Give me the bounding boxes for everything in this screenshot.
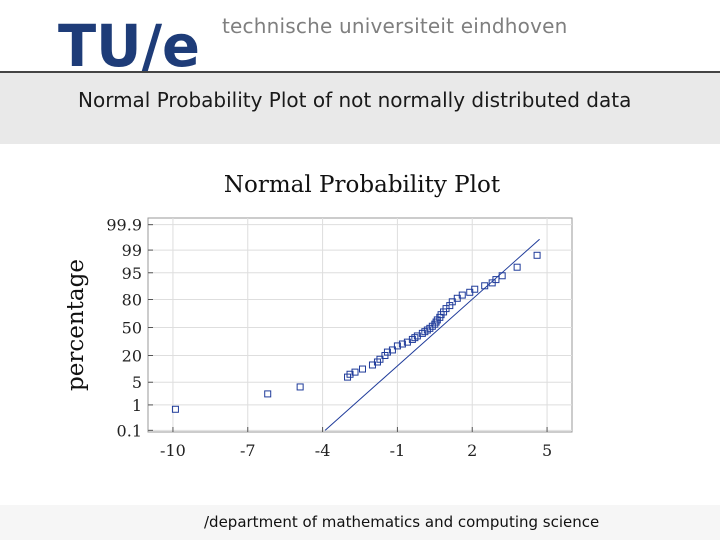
data-point xyxy=(448,298,456,306)
reference-line xyxy=(324,238,540,431)
x-tick-label: -7 xyxy=(240,441,256,460)
slide-title: Normal Probability Plot of not normally … xyxy=(78,88,632,112)
university-name: technische universiteit eindhoven xyxy=(222,14,568,38)
chart-title: Normal Probability Plot xyxy=(224,172,501,198)
data-point xyxy=(264,390,272,398)
data-point xyxy=(411,334,419,342)
y-axis-label: percentage xyxy=(63,259,89,391)
data-point xyxy=(383,348,391,356)
data-point xyxy=(376,355,384,363)
data-point xyxy=(446,302,454,310)
x-tick-label: 5 xyxy=(542,441,552,460)
y-tick-label: 80 xyxy=(122,290,142,309)
data-point xyxy=(458,291,466,299)
data-point xyxy=(481,282,489,290)
data-point xyxy=(432,318,440,326)
footer-band xyxy=(0,505,720,540)
y-tick-label: 99.9 xyxy=(106,216,142,235)
data-point xyxy=(426,324,434,332)
y-tick-label: 1 xyxy=(132,396,142,415)
data-point xyxy=(393,342,401,350)
y-tick-label: 20 xyxy=(122,347,142,366)
x-tick-label: -4 xyxy=(315,441,331,460)
title-band xyxy=(0,73,720,144)
x-tick-label: -10 xyxy=(160,441,186,460)
data-point xyxy=(398,340,406,348)
data-point xyxy=(296,383,304,391)
data-point xyxy=(351,368,359,376)
data-point xyxy=(492,276,500,284)
data-point xyxy=(513,263,521,271)
data-point xyxy=(358,365,366,373)
header-divider xyxy=(0,71,720,73)
y-tick-label: 95 xyxy=(122,264,142,283)
y-tick-label: 50 xyxy=(122,319,142,338)
data-point xyxy=(431,320,439,328)
data-point xyxy=(428,322,436,330)
footer-text: /department of mathematics and computing… xyxy=(204,513,600,531)
y-tick-label: 5 xyxy=(132,373,142,392)
data-point xyxy=(498,272,506,280)
tue-logo: TU/e xyxy=(58,14,200,80)
y-tick-label: 0.1 xyxy=(117,421,142,440)
x-tick-label: -1 xyxy=(390,441,406,460)
logo-text: TU/e xyxy=(58,14,200,80)
y-tick-label: 99 xyxy=(122,241,142,260)
x-tick-label: 2 xyxy=(467,441,477,460)
normal-probability-chart: 0.1 1 5 20 50 80 95 99 99.9 -10 -7 -4 -1 2 5 Normal Pro… xyxy=(63,172,573,460)
data-point xyxy=(346,370,354,378)
header: TU/e technische universiteit eindhoven xyxy=(0,0,720,80)
data-point xyxy=(171,405,179,413)
data-point xyxy=(423,326,431,334)
data-point xyxy=(533,251,541,259)
data-point xyxy=(388,346,396,354)
data-point xyxy=(471,285,479,293)
plot-area xyxy=(147,217,573,433)
